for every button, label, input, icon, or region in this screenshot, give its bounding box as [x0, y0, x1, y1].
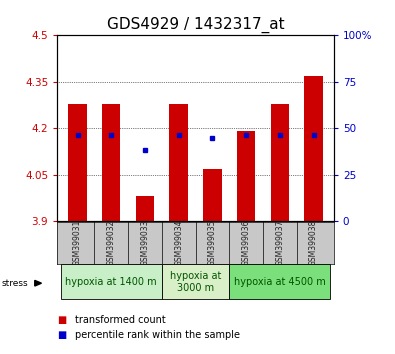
Text: hypoxia at 1400 m: hypoxia at 1400 m: [66, 277, 157, 287]
Text: hypoxia at
3000 m: hypoxia at 3000 m: [170, 271, 221, 293]
Text: ■: ■: [57, 315, 66, 325]
Bar: [68, 104, 87, 221]
Text: GSM399034: GSM399034: [174, 219, 183, 266]
Text: GSM399031: GSM399031: [73, 219, 82, 266]
Bar: [102, 104, 120, 221]
Text: transformed count: transformed count: [75, 315, 166, 325]
Text: GSM399036: GSM399036: [242, 219, 250, 266]
Text: percentile rank within the sample: percentile rank within the sample: [75, 330, 240, 339]
Bar: [169, 104, 188, 221]
Bar: [237, 131, 256, 221]
Text: GSM399035: GSM399035: [208, 219, 217, 266]
Text: GSM399037: GSM399037: [275, 219, 284, 266]
Bar: [229, 264, 330, 299]
Bar: [304, 76, 323, 221]
Text: ■: ■: [57, 330, 66, 339]
Text: GSM399038: GSM399038: [309, 219, 318, 266]
Text: hypoxia at 4500 m: hypoxia at 4500 m: [234, 277, 326, 287]
Text: GSM399033: GSM399033: [141, 219, 149, 266]
Bar: [162, 264, 229, 299]
Bar: [135, 196, 154, 221]
Bar: [61, 264, 162, 299]
Bar: [203, 169, 222, 221]
Polygon shape: [35, 280, 41, 286]
Title: GDS4929 / 1432317_at: GDS4929 / 1432317_at: [107, 16, 284, 33]
Bar: [271, 104, 289, 221]
Text: GSM399032: GSM399032: [107, 219, 116, 266]
Text: stress: stress: [2, 279, 28, 288]
